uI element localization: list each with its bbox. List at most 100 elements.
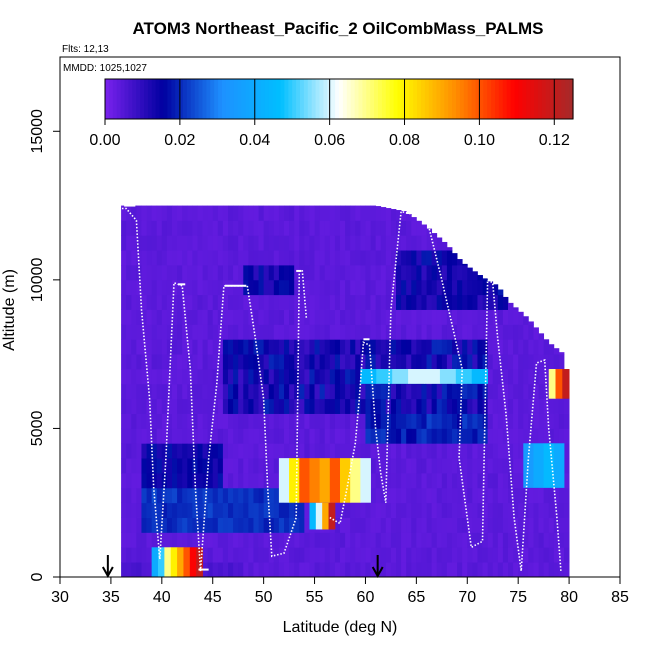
heatmap-cell bbox=[385, 279, 392, 296]
heatmap-cell bbox=[492, 562, 499, 578]
heatmap-cell bbox=[355, 354, 361, 370]
heatmap-cell bbox=[258, 279, 265, 296]
heatmap-cell bbox=[401, 383, 407, 400]
heatmap-cell bbox=[477, 517, 483, 533]
heatmap-cell bbox=[304, 324, 310, 340]
heatmap-cell bbox=[172, 205, 178, 221]
heatmap-cell bbox=[131, 547, 137, 563]
heatmap-cell bbox=[233, 250, 239, 266]
heatmap-cell bbox=[360, 220, 366, 236]
heatmap-cell bbox=[528, 339, 534, 355]
heatmap-cell bbox=[370, 339, 377, 355]
heatmap-cell bbox=[284, 369, 290, 385]
heatmap-cell bbox=[324, 309, 331, 325]
heatmap-cell bbox=[472, 532, 478, 548]
heatmap-cell bbox=[441, 294, 448, 310]
heatmap-cell bbox=[126, 235, 132, 251]
colorbar-segment bbox=[276, 79, 282, 119]
heatmap-cell bbox=[502, 296, 509, 310]
heatmap-cell bbox=[518, 354, 524, 370]
colorbar-segment bbox=[401, 79, 406, 119]
heatmap-cell bbox=[294, 547, 300, 563]
heatmap-cell bbox=[370, 398, 377, 414]
heatmap-cell bbox=[177, 220, 183, 236]
heatmap-cell bbox=[258, 294, 265, 310]
heatmap-cell bbox=[248, 547, 254, 563]
heatmap-cell bbox=[543, 487, 550, 504]
colorbar-segment bbox=[225, 79, 231, 119]
heatmap-cell bbox=[385, 547, 392, 563]
heatmap-cell bbox=[385, 517, 392, 533]
heatmap-cell bbox=[477, 458, 483, 474]
heatmap-cell bbox=[421, 324, 427, 340]
colorbar-segment bbox=[112, 79, 118, 119]
heatmap-cell bbox=[487, 443, 494, 459]
heatmap-cell bbox=[202, 517, 209, 533]
heatmap-cell bbox=[487, 487, 494, 504]
heatmap-cell bbox=[345, 309, 351, 325]
heatmap-cell bbox=[161, 398, 168, 414]
heatmap-cell bbox=[278, 517, 285, 533]
heatmap-cell bbox=[228, 354, 234, 370]
heatmap-cell bbox=[497, 398, 504, 414]
heatmap-cell bbox=[406, 354, 412, 370]
heatmap-cell bbox=[253, 487, 259, 504]
flights-label: Flts: 12,13 bbox=[62, 44, 109, 55]
heatmap-cell bbox=[482, 294, 489, 310]
heatmap-cell bbox=[380, 562, 387, 578]
colorbar-segment bbox=[424, 79, 430, 119]
heatmap-cell bbox=[212, 279, 219, 296]
colorbar-segment bbox=[190, 79, 196, 119]
heatmap-cell bbox=[452, 473, 458, 489]
heatmap-cell bbox=[268, 428, 275, 444]
heatmap-cell bbox=[467, 294, 473, 310]
heatmap-cell bbox=[360, 265, 366, 281]
heatmap-cell bbox=[416, 265, 422, 281]
heatmap-cell bbox=[452, 413, 458, 429]
heatmap-cell bbox=[390, 428, 397, 444]
heatmap-cell bbox=[543, 383, 550, 400]
heatmap-cell bbox=[146, 220, 153, 236]
heatmap-cell bbox=[284, 413, 290, 429]
heatmap-cell bbox=[426, 383, 433, 400]
heatmap-cell bbox=[421, 428, 427, 444]
heatmap-cell bbox=[294, 562, 300, 578]
heatmap-cell bbox=[324, 250, 331, 266]
colorbar-segment bbox=[479, 79, 484, 119]
heatmap-cell bbox=[284, 562, 290, 578]
heatmap-cell bbox=[141, 547, 147, 563]
heatmap-cell bbox=[233, 339, 239, 355]
heatmap-cell bbox=[467, 473, 473, 489]
heatmap-cell bbox=[436, 428, 443, 444]
heatmap-cell bbox=[487, 309, 494, 325]
heatmap-cell bbox=[197, 250, 203, 266]
heatmap-cell bbox=[121, 220, 127, 236]
heatmap-cell bbox=[436, 237, 443, 251]
heatmap-cell bbox=[446, 473, 453, 489]
heatmap-cell bbox=[558, 428, 565, 444]
heatmap-cell bbox=[553, 562, 560, 578]
heatmap-cell bbox=[375, 250, 382, 266]
heatmap-cell bbox=[172, 428, 178, 444]
heatmap-cell bbox=[406, 383, 412, 400]
heatmap-cell bbox=[187, 517, 193, 533]
heatmap-cell bbox=[243, 458, 249, 474]
colorbar-segment bbox=[303, 79, 309, 119]
heatmap-cell bbox=[380, 443, 387, 459]
heatmap-cell bbox=[513, 307, 519, 310]
heatmap-cell bbox=[467, 309, 473, 325]
colorbar-segment bbox=[147, 79, 153, 119]
heatmap-cell bbox=[370, 532, 377, 548]
heatmap-cell bbox=[380, 235, 387, 251]
heatmap-cell bbox=[365, 413, 371, 429]
heatmap-cell bbox=[126, 517, 132, 533]
colorbar-segment bbox=[233, 79, 239, 119]
heatmap-cell bbox=[238, 369, 244, 385]
heatmap-cell bbox=[197, 294, 203, 310]
heatmap-cell bbox=[518, 383, 524, 400]
heatmap-cell bbox=[202, 502, 209, 518]
heatmap-cell bbox=[278, 369, 285, 385]
heatmap-cell bbox=[258, 339, 265, 355]
heatmap-cell bbox=[543, 339, 550, 355]
flight-track-line bbox=[102, 207, 308, 572]
